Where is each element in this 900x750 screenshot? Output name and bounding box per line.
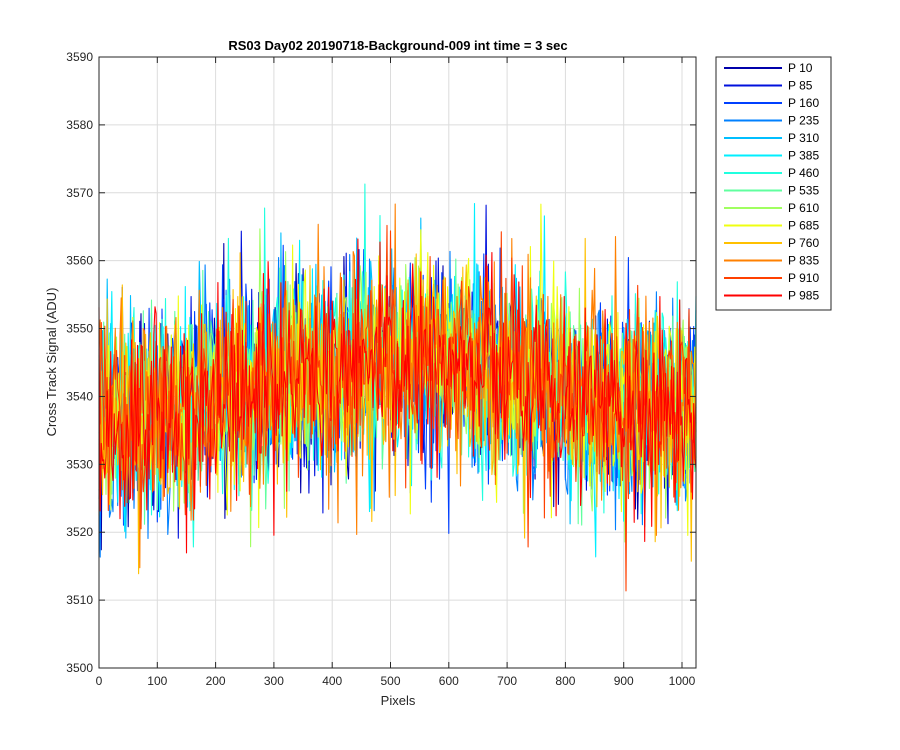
- axis-ticks: [98, 56, 696, 669]
- x-tick-label: 200: [206, 674, 226, 688]
- y-tick-label: 3550: [66, 322, 93, 336]
- chart-title: RS03 Day02 20190718-Background-009 int t…: [228, 38, 567, 53]
- legend-items: P 10 P 85 P 160 P 235 P 310 P 385 P 460 P 535 P …: [724, 61, 819, 303]
- legend-label: P 460: [788, 166, 819, 180]
- x-tick-label: 0: [96, 674, 103, 688]
- series-lines: [98, 183, 697, 592]
- y-tick-label: 3530: [66, 457, 93, 471]
- legend-label: P 235: [788, 114, 819, 128]
- plot-frame: [98, 56, 697, 669]
- x-tick-label: 800: [555, 674, 575, 688]
- y-tick-label: 3580: [66, 118, 93, 132]
- y-tick-label: 3510: [66, 593, 93, 607]
- y-tick-labels: 3500 3510 3520 3530 3540 3550 3560 3570 3580 3590: [66, 50, 93, 675]
- legend-label: P 385: [788, 149, 819, 163]
- legend-label: P 610: [788, 201, 819, 215]
- x-tick-label: 400: [322, 674, 342, 688]
- series-line: [98, 238, 697, 554]
- y-tick-label: 3500: [66, 661, 93, 675]
- legend-label: P 310: [788, 131, 819, 145]
- legend-label: P 85: [788, 79, 813, 93]
- x-tick-label: 600: [439, 674, 459, 688]
- legend-label: P 835: [788, 254, 819, 268]
- legend: P 10 P 85 P 160 P 235 P 310 P 385 P 460 P 535 P …: [715, 56, 832, 311]
- legend-label: P 685: [788, 219, 819, 233]
- y-tick-label: 3520: [66, 525, 93, 539]
- series-line: [98, 224, 697, 592]
- legend-label: P 10: [788, 61, 813, 75]
- legend-label: P 760: [788, 236, 819, 250]
- x-tick-label: 300: [264, 674, 284, 688]
- x-tick-labels: 0 100 200 300 400 500 600 700 800 900 1000: [96, 674, 696, 688]
- y-axis-label: Cross Track Signal (ADU): [44, 288, 59, 437]
- x-tick-label: 100: [147, 674, 167, 688]
- legend-label: P 910: [788, 271, 819, 285]
- x-tick-label: 700: [497, 674, 517, 688]
- legend-label: P 985: [788, 289, 819, 303]
- legend-box: [715, 56, 832, 311]
- x-axis-label: Pixels: [381, 693, 416, 708]
- y-tick-label: 3570: [66, 186, 93, 200]
- y-tick-label: 3540: [66, 389, 93, 403]
- y-tick-label: 3590: [66, 50, 93, 64]
- x-tick-label: 900: [614, 674, 634, 688]
- legend-label: P 160: [788, 96, 819, 110]
- y-tick-label: 3560: [66, 254, 93, 268]
- legend-label: P 535: [788, 184, 819, 198]
- x-tick-label: 500: [380, 674, 400, 688]
- x-tick-label: 1000: [669, 674, 696, 688]
